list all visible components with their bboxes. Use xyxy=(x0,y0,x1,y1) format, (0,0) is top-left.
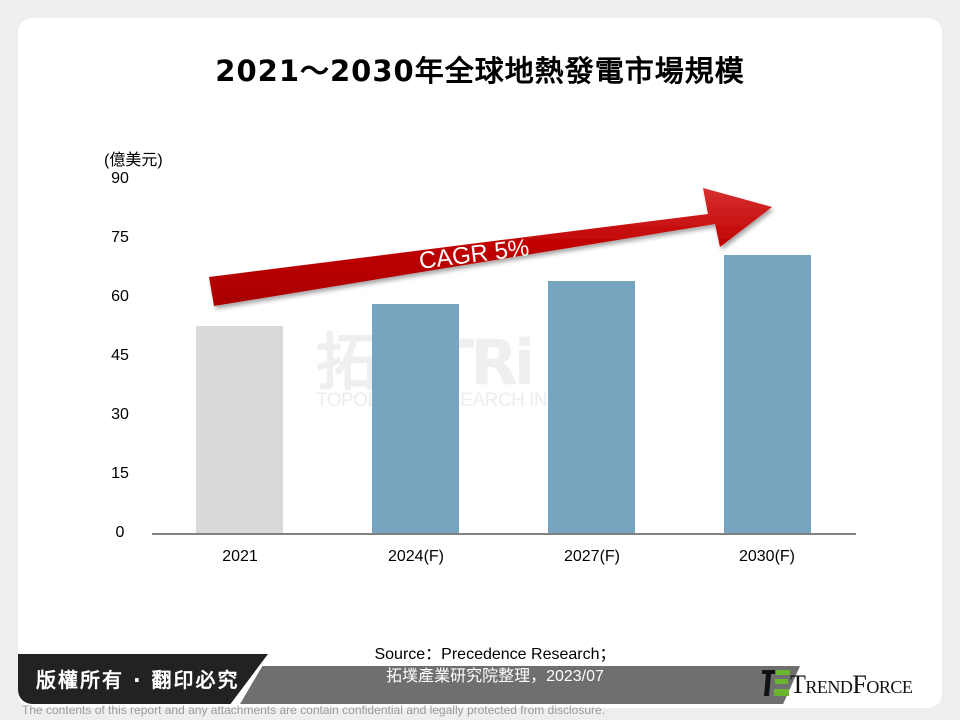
y-tick-0: 0 xyxy=(115,524,125,541)
source-line-2: 拓墣產業研究院整理，2023/07 xyxy=(386,668,604,685)
trendforce-logo-icon xyxy=(762,670,790,696)
footer-gray-band xyxy=(240,666,800,704)
y-tick-30: 30 xyxy=(111,406,129,423)
y-tick-15: 15 xyxy=(111,465,129,482)
source-note: Source：Precedence Research； xyxy=(330,645,660,665)
x-tick-2024: 2024(F) xyxy=(387,548,445,565)
x-axis-line xyxy=(152,533,856,535)
bar-2030(F) xyxy=(724,254,811,533)
x-tick-2027: 2027(F) xyxy=(563,548,621,565)
y-axis-unit: (億美元) xyxy=(104,152,163,169)
x-tick-2030: 2030(F) xyxy=(738,548,796,565)
bar-2027(F) xyxy=(548,280,635,533)
page-title: 2021～2030年全球地熱發電市場規模 xyxy=(215,54,745,88)
source-line-2-wrap: 拓墣產業研究院整理，2023/07 xyxy=(330,667,660,687)
y-tick-60: 60 xyxy=(111,288,129,305)
disclaimer: The contents of this report and any atta… xyxy=(22,703,605,717)
bar-2021 xyxy=(196,326,283,533)
y-tick-90: 90 xyxy=(111,170,129,187)
y-tick-45: 45 xyxy=(111,347,129,364)
x-tick-2021: 2021 xyxy=(222,548,258,565)
footer-dark-band xyxy=(18,654,268,704)
copyright-label: 版權所有 · 翻印必究 xyxy=(36,668,240,692)
source-line-1: Source：Precedence Research； xyxy=(374,646,616,663)
trendforce-brand: TrendForce xyxy=(790,670,913,699)
bar-2024(F) xyxy=(372,304,459,533)
y-tick-75: 75 xyxy=(111,229,129,246)
